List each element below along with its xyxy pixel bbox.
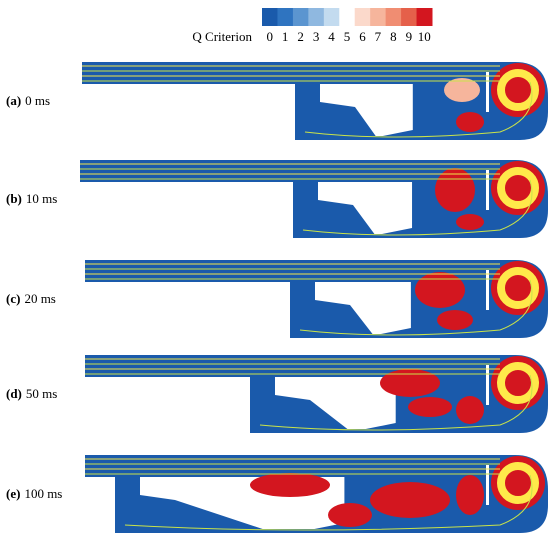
flow-panel: [85, 260, 548, 338]
streamline: [259, 374, 533, 431]
vortex-ring: [497, 362, 539, 404]
colorbar-cell: [416, 8, 433, 26]
wall: [486, 365, 489, 405]
colorbar-cell: [354, 8, 371, 26]
vortex-region: [408, 397, 452, 417]
colorbar-tick-label: 4: [328, 29, 335, 44]
panel-label: (b) 10 ms: [6, 191, 57, 206]
vortex-region: [370, 482, 450, 518]
colorbar-title: Q Criterion: [192, 29, 252, 44]
streamline: [124, 474, 533, 531]
vortex-region: [456, 214, 484, 230]
colorbar-cell: [370, 8, 387, 26]
colorbar-tick-label: 5: [344, 29, 351, 44]
vortex-ring: [497, 167, 539, 209]
vortex-region: [456, 112, 484, 132]
flow-panel: [85, 355, 548, 433]
cavity: [320, 84, 413, 136]
wall: [486, 170, 489, 210]
colorbar-cell: [401, 8, 418, 26]
vortex-region: [437, 310, 473, 330]
panel-time: 10 ms: [26, 191, 57, 206]
body-channel: [295, 62, 485, 84]
colorbar-cell: [323, 8, 340, 26]
colorbar-tick-label: 8: [390, 29, 397, 44]
colorbar-tick-label: 6: [359, 29, 366, 44]
colorbar-cell: [277, 8, 294, 26]
panel-letter: (e): [6, 486, 20, 501]
body-channel: [115, 455, 485, 477]
panel-letter: (d): [6, 386, 22, 401]
vortex-ring: [497, 462, 539, 504]
wall: [486, 72, 489, 112]
flow-panel: [85, 455, 548, 533]
vortex-region: [456, 396, 484, 424]
cavity: [318, 182, 413, 234]
colorbar-tick-label: 9: [406, 29, 413, 44]
panel-label: (d) 50 ms: [6, 386, 57, 401]
colorbar-tick-label: 7: [375, 29, 382, 44]
cavity: [315, 282, 411, 334]
vortex-ring: [497, 267, 539, 309]
panel-time: 50 ms: [26, 386, 57, 401]
vortex-region: [250, 473, 330, 497]
panel-label: (e) 100 ms: [6, 486, 62, 501]
panel-label: (c) 20 ms: [6, 291, 56, 306]
vortex-ring: [497, 69, 539, 111]
vortex-region: [435, 168, 475, 212]
vortex-region: [456, 475, 484, 515]
colorbar-tick-label: 1: [282, 29, 289, 44]
panel-letter: (b): [6, 191, 22, 206]
colorbar-cell: [339, 8, 356, 26]
colorbar-cell: [262, 8, 278, 26]
panel-label: (a) 0 ms: [6, 93, 50, 108]
body-channel: [293, 160, 485, 182]
colorbar-tick-label: 3: [313, 29, 320, 44]
streamline: [299, 279, 533, 336]
vortex-region: [415, 272, 465, 308]
colorbar-tick-label: 10: [418, 29, 431, 44]
streamline: [302, 179, 533, 236]
wall: [486, 465, 489, 505]
colorbar-cell: [385, 8, 402, 26]
panel-time: 100 ms: [24, 486, 62, 501]
colorbar-tick-label: 0: [266, 29, 273, 44]
vortex-region: [380, 369, 440, 397]
vortex-region: [328, 503, 372, 527]
colorbar-tick-label: 2: [297, 29, 304, 44]
panel-letter: (c): [6, 291, 20, 306]
colorbar-cell: [292, 8, 309, 26]
flow-panel: [82, 62, 548, 140]
vortex-region: [444, 78, 480, 102]
panel-time: 0 ms: [25, 93, 50, 108]
streamline: [304, 81, 533, 138]
panel-letter: (a): [6, 93, 21, 108]
colorbar-cell: [308, 8, 325, 26]
wall: [486, 270, 489, 310]
flow-panel: [80, 160, 548, 238]
panel-time: 20 ms: [24, 291, 55, 306]
cavity: [275, 377, 396, 429]
